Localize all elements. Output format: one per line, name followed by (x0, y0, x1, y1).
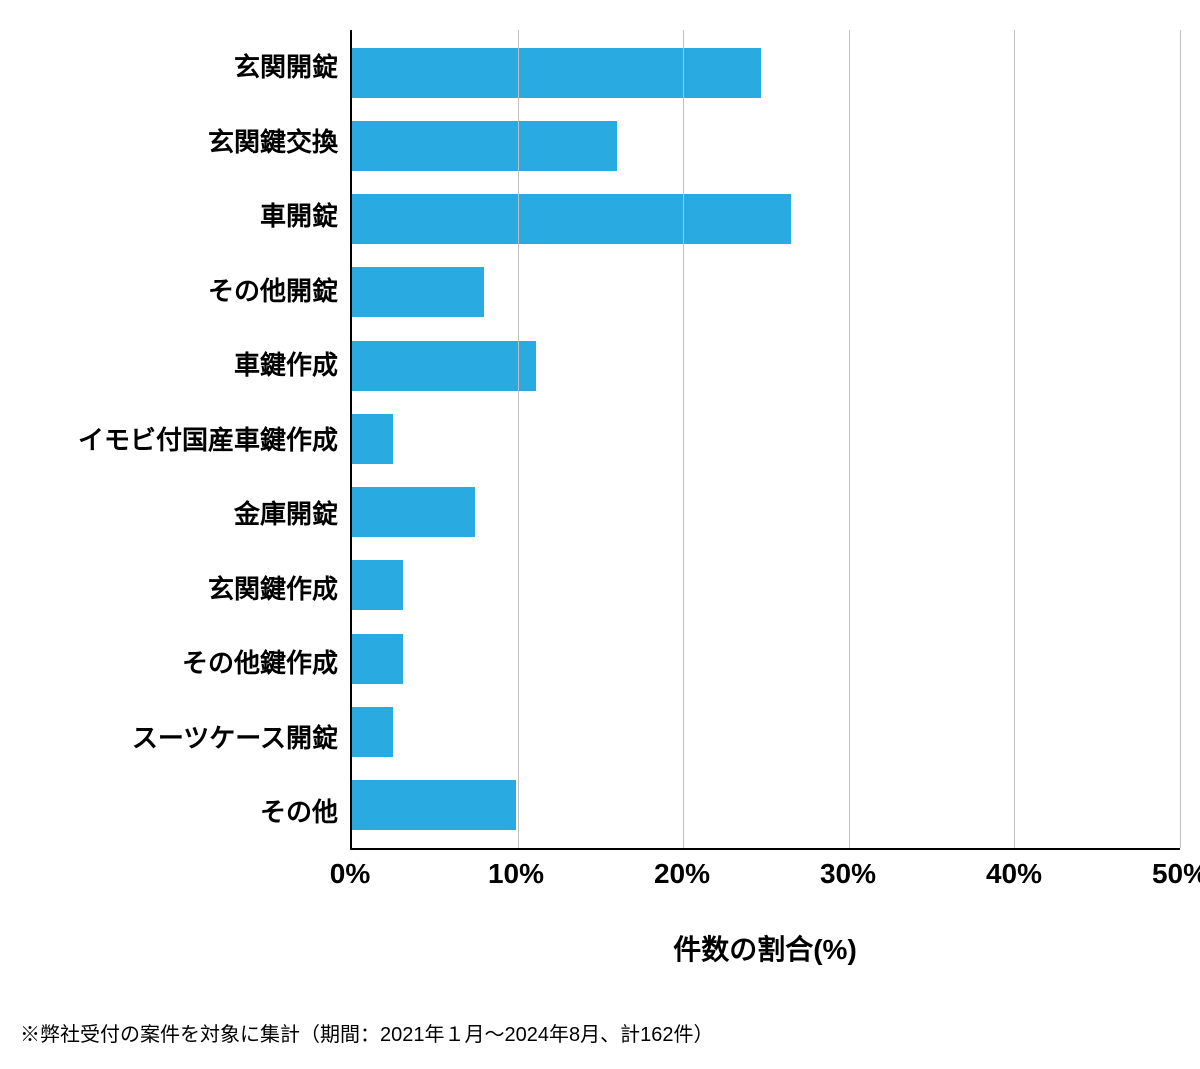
grid-line (518, 30, 519, 848)
y-category-label: 金庫開錠 (20, 500, 338, 529)
x-tick-label: 40% (986, 858, 1042, 890)
grid-line (1180, 30, 1181, 848)
bars-group (352, 30, 1180, 848)
bar (352, 560, 403, 610)
bar (352, 780, 516, 830)
x-tick-label: 50% (1152, 858, 1200, 890)
x-tick-label: 30% (820, 858, 876, 890)
y-category-label: 玄関開錠 (20, 53, 338, 82)
grid-line (1014, 30, 1015, 848)
bar (352, 707, 393, 757)
bar (352, 341, 536, 391)
x-tick-label: 0% (330, 858, 370, 890)
x-tick-label: 20% (654, 858, 710, 890)
bar (352, 634, 403, 684)
y-category-label: スーツケース開錠 (20, 724, 338, 753)
bar (352, 487, 475, 537)
y-category-label: 玄関鍵作成 (20, 575, 338, 604)
bar (352, 48, 761, 98)
y-category-label: その他鍵作成 (20, 649, 338, 678)
bar (352, 121, 617, 171)
x-axis-ticks: 0%10%20%30%40%50% (350, 850, 1180, 898)
y-category-label: 車開錠 (20, 202, 338, 231)
y-category-label: その他 (20, 798, 338, 827)
grid-line (849, 30, 850, 848)
y-category-label: その他開錠 (20, 277, 338, 306)
y-category-label: イモビ付国産車鍵作成 (20, 426, 338, 455)
chart-container: 玄関開錠玄関鍵交換車開錠その他開錠車鍵作成イモビ付国産車鍵作成金庫開錠玄関鍵作成… (20, 30, 1180, 1047)
plot-area (350, 30, 1180, 850)
bar (352, 414, 393, 464)
x-tick-label: 10% (488, 858, 544, 890)
x-axis-label: 件数の割合(%) (350, 928, 1180, 968)
bar (352, 267, 484, 317)
chart-area: 玄関開錠玄関鍵交換車開錠その他開錠車鍵作成イモビ付国産車鍵作成金庫開錠玄関鍵作成… (20, 30, 1180, 850)
footnote-text: ※弊社受付の案件を対象に集計（期間：2021年１月〜2024年8月、計162件） (20, 1018, 1180, 1047)
bar (352, 194, 791, 244)
grid-line (683, 30, 684, 848)
y-category-label: 玄関鍵交換 (20, 128, 338, 157)
y-axis-labels: 玄関開錠玄関鍵交換車開錠その他開錠車鍵作成イモビ付国産車鍵作成金庫開錠玄関鍵作成… (20, 30, 350, 850)
y-category-label: 車鍵作成 (20, 351, 338, 380)
